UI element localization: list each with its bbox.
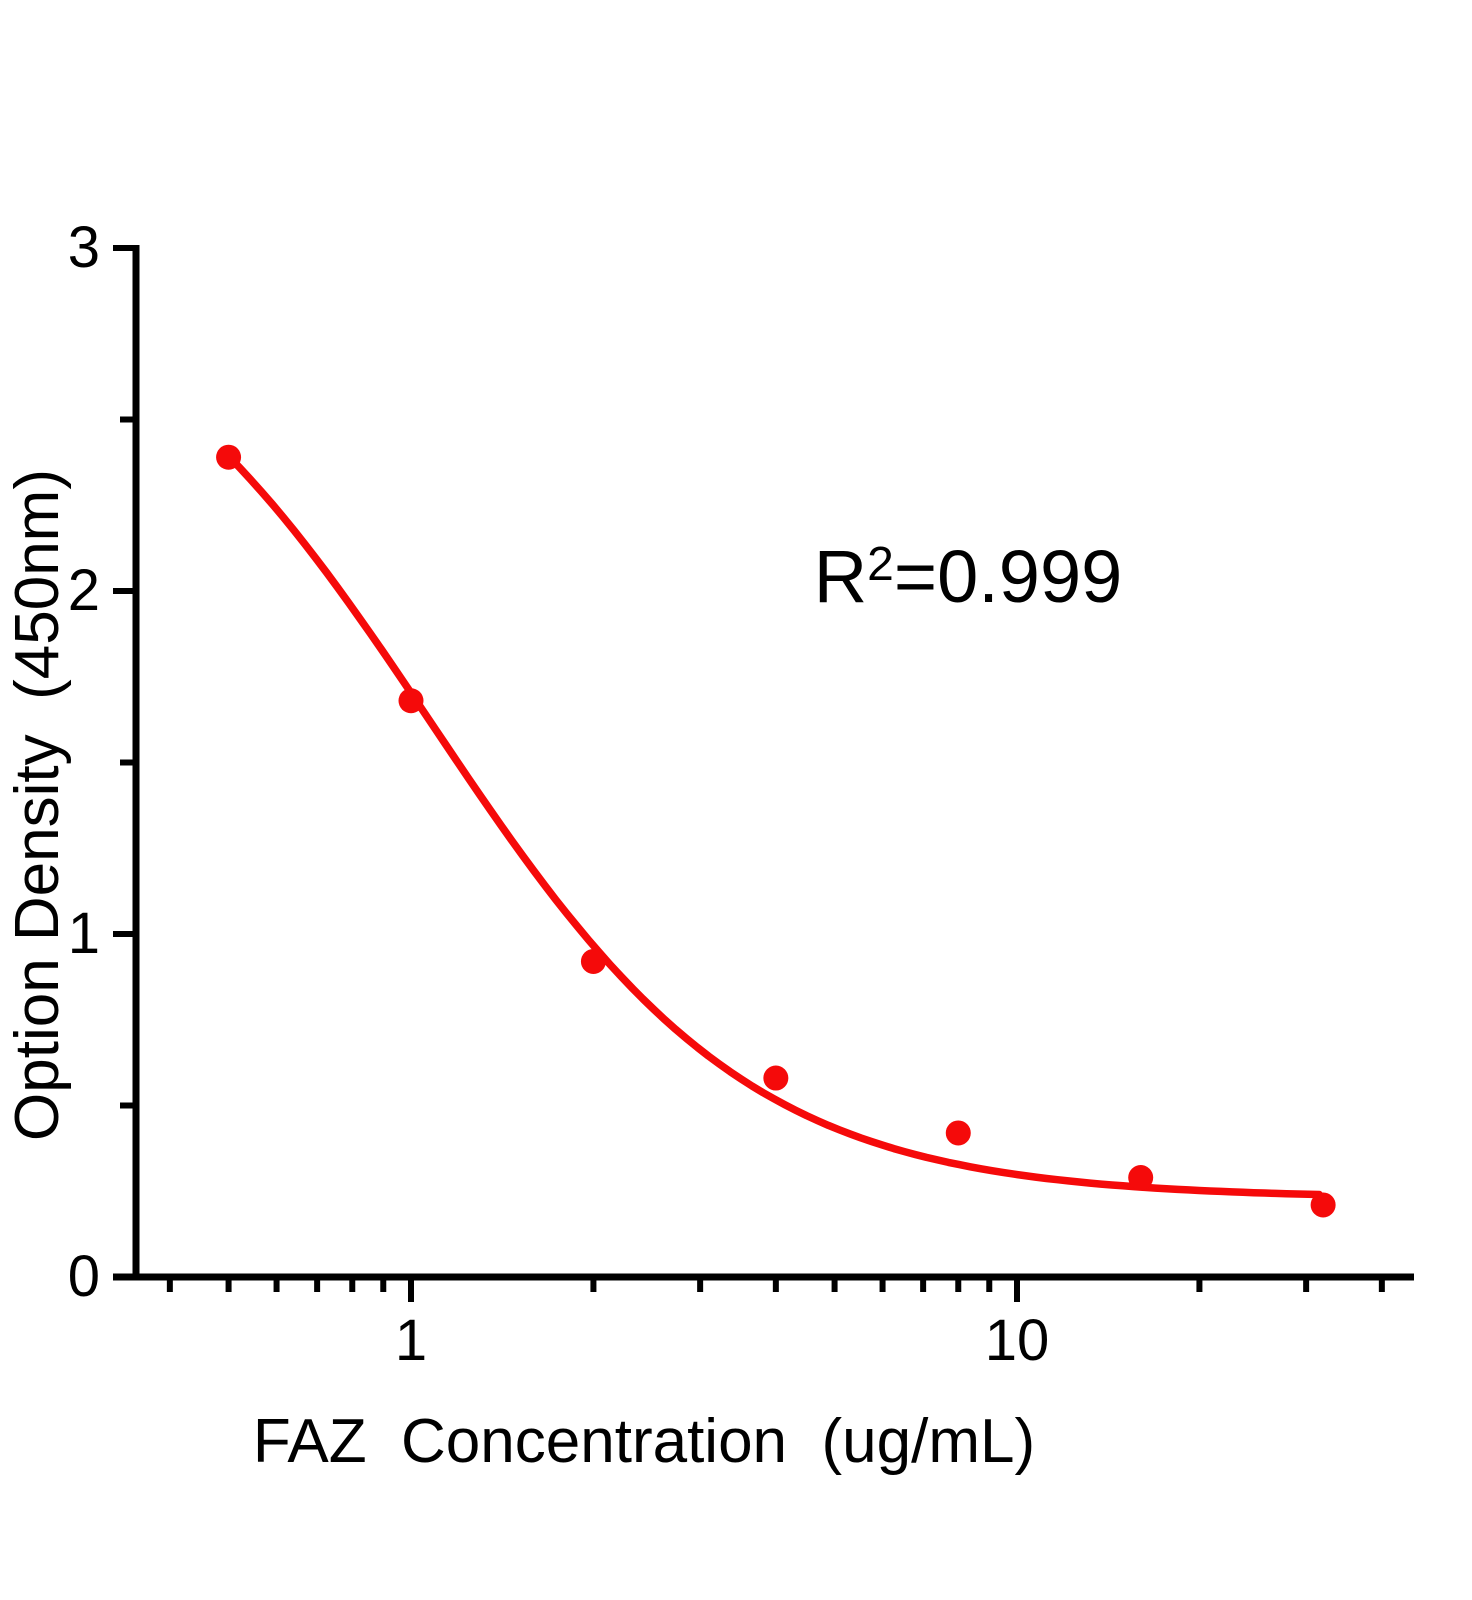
data-point	[763, 1065, 789, 1091]
data-point	[945, 1120, 971, 1146]
data-point	[216, 444, 242, 470]
data-point	[580, 948, 606, 974]
r-squared-base: R	[813, 535, 868, 618]
x-axis-title: FAZ Concentration (ug/mL)	[252, 1407, 1036, 1476]
data-point	[398, 688, 424, 714]
y-tick-label: 0	[68, 1244, 100, 1309]
x-tick-label: 1	[395, 1308, 427, 1373]
r-squared-annotation: R2=0.999	[518, 534, 1418, 619]
r-squared-value: =0.999	[893, 535, 1123, 618]
y-axis-title: Option Density (450nm)	[3, 469, 72, 1141]
data-point	[1310, 1192, 1336, 1218]
r-squared-exponent: 2	[867, 538, 894, 591]
x-tick-label: 10	[985, 1308, 1050, 1373]
y-tick-label: 3	[68, 215, 100, 280]
y-tick-label: 1	[68, 901, 100, 966]
data-point	[1128, 1165, 1154, 1191]
y-tick-label: 2	[68, 558, 100, 623]
